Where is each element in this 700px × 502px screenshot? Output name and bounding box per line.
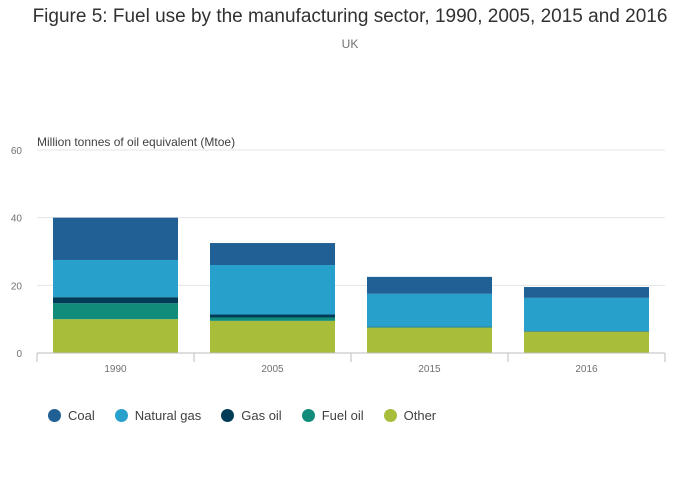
x-tick-label: 2015 bbox=[418, 364, 441, 375]
bar-segment-other bbox=[524, 331, 649, 353]
bar-segment-other bbox=[53, 319, 178, 353]
bar-segment-gas-oil bbox=[53, 297, 178, 304]
y-tick-label: 60 bbox=[11, 146, 23, 157]
legend-item-coal[interactable]: Coal bbox=[48, 408, 95, 423]
legend-swatch bbox=[48, 409, 61, 422]
legend-swatch bbox=[301, 409, 315, 422]
bar-segment-coal bbox=[53, 217, 178, 260]
x-tick-label: 1990 bbox=[104, 364, 127, 375]
y-tick-label: 40 bbox=[11, 214, 23, 225]
legend-swatch bbox=[383, 409, 397, 422]
legend-item-other[interactable]: Other bbox=[383, 408, 437, 423]
x-tick-label: 2005 bbox=[261, 364, 284, 375]
bar-segment-other bbox=[367, 327, 492, 353]
bar-segment-fuel-oil bbox=[210, 317, 335, 321]
legend-label: Fuel oil bbox=[321, 408, 364, 423]
bar-segment-coal bbox=[367, 276, 492, 294]
bar-segment-natural-gas bbox=[367, 293, 492, 327]
bar-segment-coal bbox=[210, 243, 335, 266]
bar-segment-other bbox=[210, 320, 335, 353]
chart-legend: Coal Natural gas Gas oil Fuel oil Other bbox=[48, 408, 456, 423]
legend-swatch bbox=[114, 409, 128, 422]
chart-subtitle: UK bbox=[341, 37, 359, 51]
bar-segment-natural-gas bbox=[53, 259, 178, 298]
y-tick-label: 0 bbox=[16, 349, 22, 360]
bar-segment-fuel-oil bbox=[53, 303, 178, 320]
legend-label: Gas oil bbox=[241, 408, 282, 423]
bar-segment-coal bbox=[524, 287, 649, 298]
y-axis-label: Million tonnes of oil equivalent (Mtoe) bbox=[37, 135, 235, 149]
bar-segment-fuel-oil bbox=[367, 326, 492, 328]
legend-label: Coal bbox=[68, 408, 95, 423]
bar-segment-natural-gas bbox=[210, 265, 335, 315]
bar-segment-natural-gas bbox=[524, 297, 649, 332]
legend-item-fuel-oil[interactable]: Fuel oil bbox=[301, 408, 364, 423]
y-tick-label: 20 bbox=[11, 281, 23, 292]
chart-title: Figure 5: Fuel use by the manufacturing … bbox=[32, 6, 668, 27]
legend-label: Natural gas bbox=[134, 408, 202, 423]
legend-swatch bbox=[221, 409, 235, 422]
legend-item-gas-oil[interactable]: Gas oil bbox=[221, 408, 282, 423]
x-tick-label: 2016 bbox=[575, 364, 598, 375]
bar-segment-gas-oil bbox=[210, 314, 335, 318]
legend-item-natural-gas[interactable]: Natural gas bbox=[114, 408, 202, 423]
legend-label: Other bbox=[403, 408, 437, 423]
